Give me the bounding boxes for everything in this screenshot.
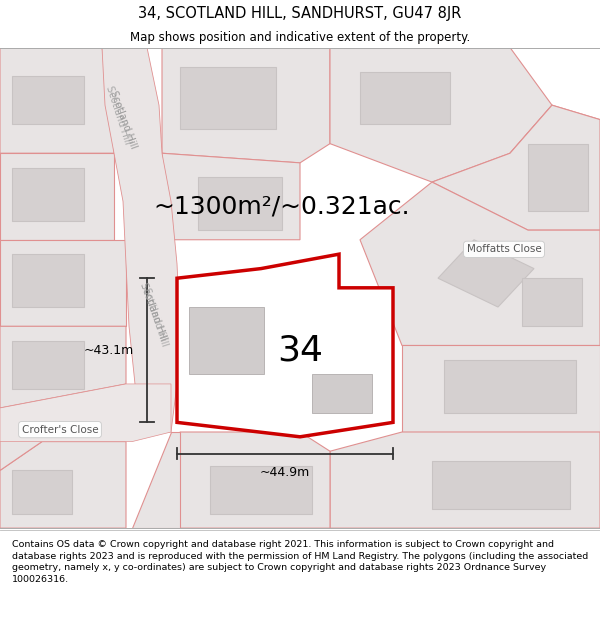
Polygon shape: [132, 432, 180, 528]
Text: Crofter's Close: Crofter's Close: [22, 424, 98, 434]
Text: Scotland Hill: Scotland Hill: [140, 286, 169, 348]
Text: ~44.9m: ~44.9m: [260, 466, 310, 479]
Polygon shape: [444, 360, 576, 413]
Polygon shape: [528, 144, 588, 211]
Text: 34, SCOTLAND HILL, SANDHURST, GU47 8JR: 34, SCOTLAND HILL, SANDHURST, GU47 8JR: [139, 6, 461, 21]
Polygon shape: [180, 67, 276, 129]
Polygon shape: [12, 168, 84, 221]
Text: Scotland Hill: Scotland Hill: [104, 84, 133, 146]
Polygon shape: [360, 71, 450, 124]
Polygon shape: [12, 76, 84, 124]
Text: Scotland Hill: Scotland Hill: [138, 281, 168, 342]
Polygon shape: [102, 48, 180, 432]
Polygon shape: [330, 432, 600, 528]
Polygon shape: [510, 105, 600, 230]
Polygon shape: [360, 182, 600, 346]
Text: ~1300m²/~0.321ac.: ~1300m²/~0.321ac.: [154, 194, 410, 218]
Polygon shape: [432, 461, 570, 509]
Polygon shape: [0, 153, 114, 240]
Polygon shape: [210, 466, 312, 514]
Polygon shape: [330, 48, 552, 182]
Polygon shape: [12, 254, 84, 307]
Text: Scotland Hill: Scotland Hill: [108, 89, 138, 150]
Polygon shape: [162, 153, 300, 240]
Polygon shape: [198, 177, 282, 230]
Polygon shape: [0, 326, 126, 408]
Polygon shape: [12, 341, 84, 389]
Polygon shape: [162, 48, 330, 163]
Polygon shape: [312, 374, 372, 413]
Polygon shape: [438, 240, 534, 307]
Polygon shape: [432, 105, 600, 230]
Polygon shape: [180, 432, 330, 528]
Polygon shape: [0, 48, 114, 153]
Text: Contains OS data © Crown copyright and database right 2021. This information is : Contains OS data © Crown copyright and d…: [12, 540, 588, 584]
Polygon shape: [0, 408, 42, 471]
Text: 34: 34: [277, 333, 323, 367]
Polygon shape: [177, 254, 393, 437]
Polygon shape: [0, 240, 126, 326]
Polygon shape: [0, 384, 171, 442]
Polygon shape: [12, 471, 72, 514]
Polygon shape: [522, 278, 582, 326]
Polygon shape: [402, 346, 600, 432]
Polygon shape: [189, 307, 264, 374]
Text: ~43.1m: ~43.1m: [83, 344, 134, 357]
Polygon shape: [0, 442, 126, 528]
Text: Map shows position and indicative extent of the property.: Map shows position and indicative extent…: [130, 31, 470, 44]
Text: Moffatts Close: Moffatts Close: [467, 244, 541, 254]
